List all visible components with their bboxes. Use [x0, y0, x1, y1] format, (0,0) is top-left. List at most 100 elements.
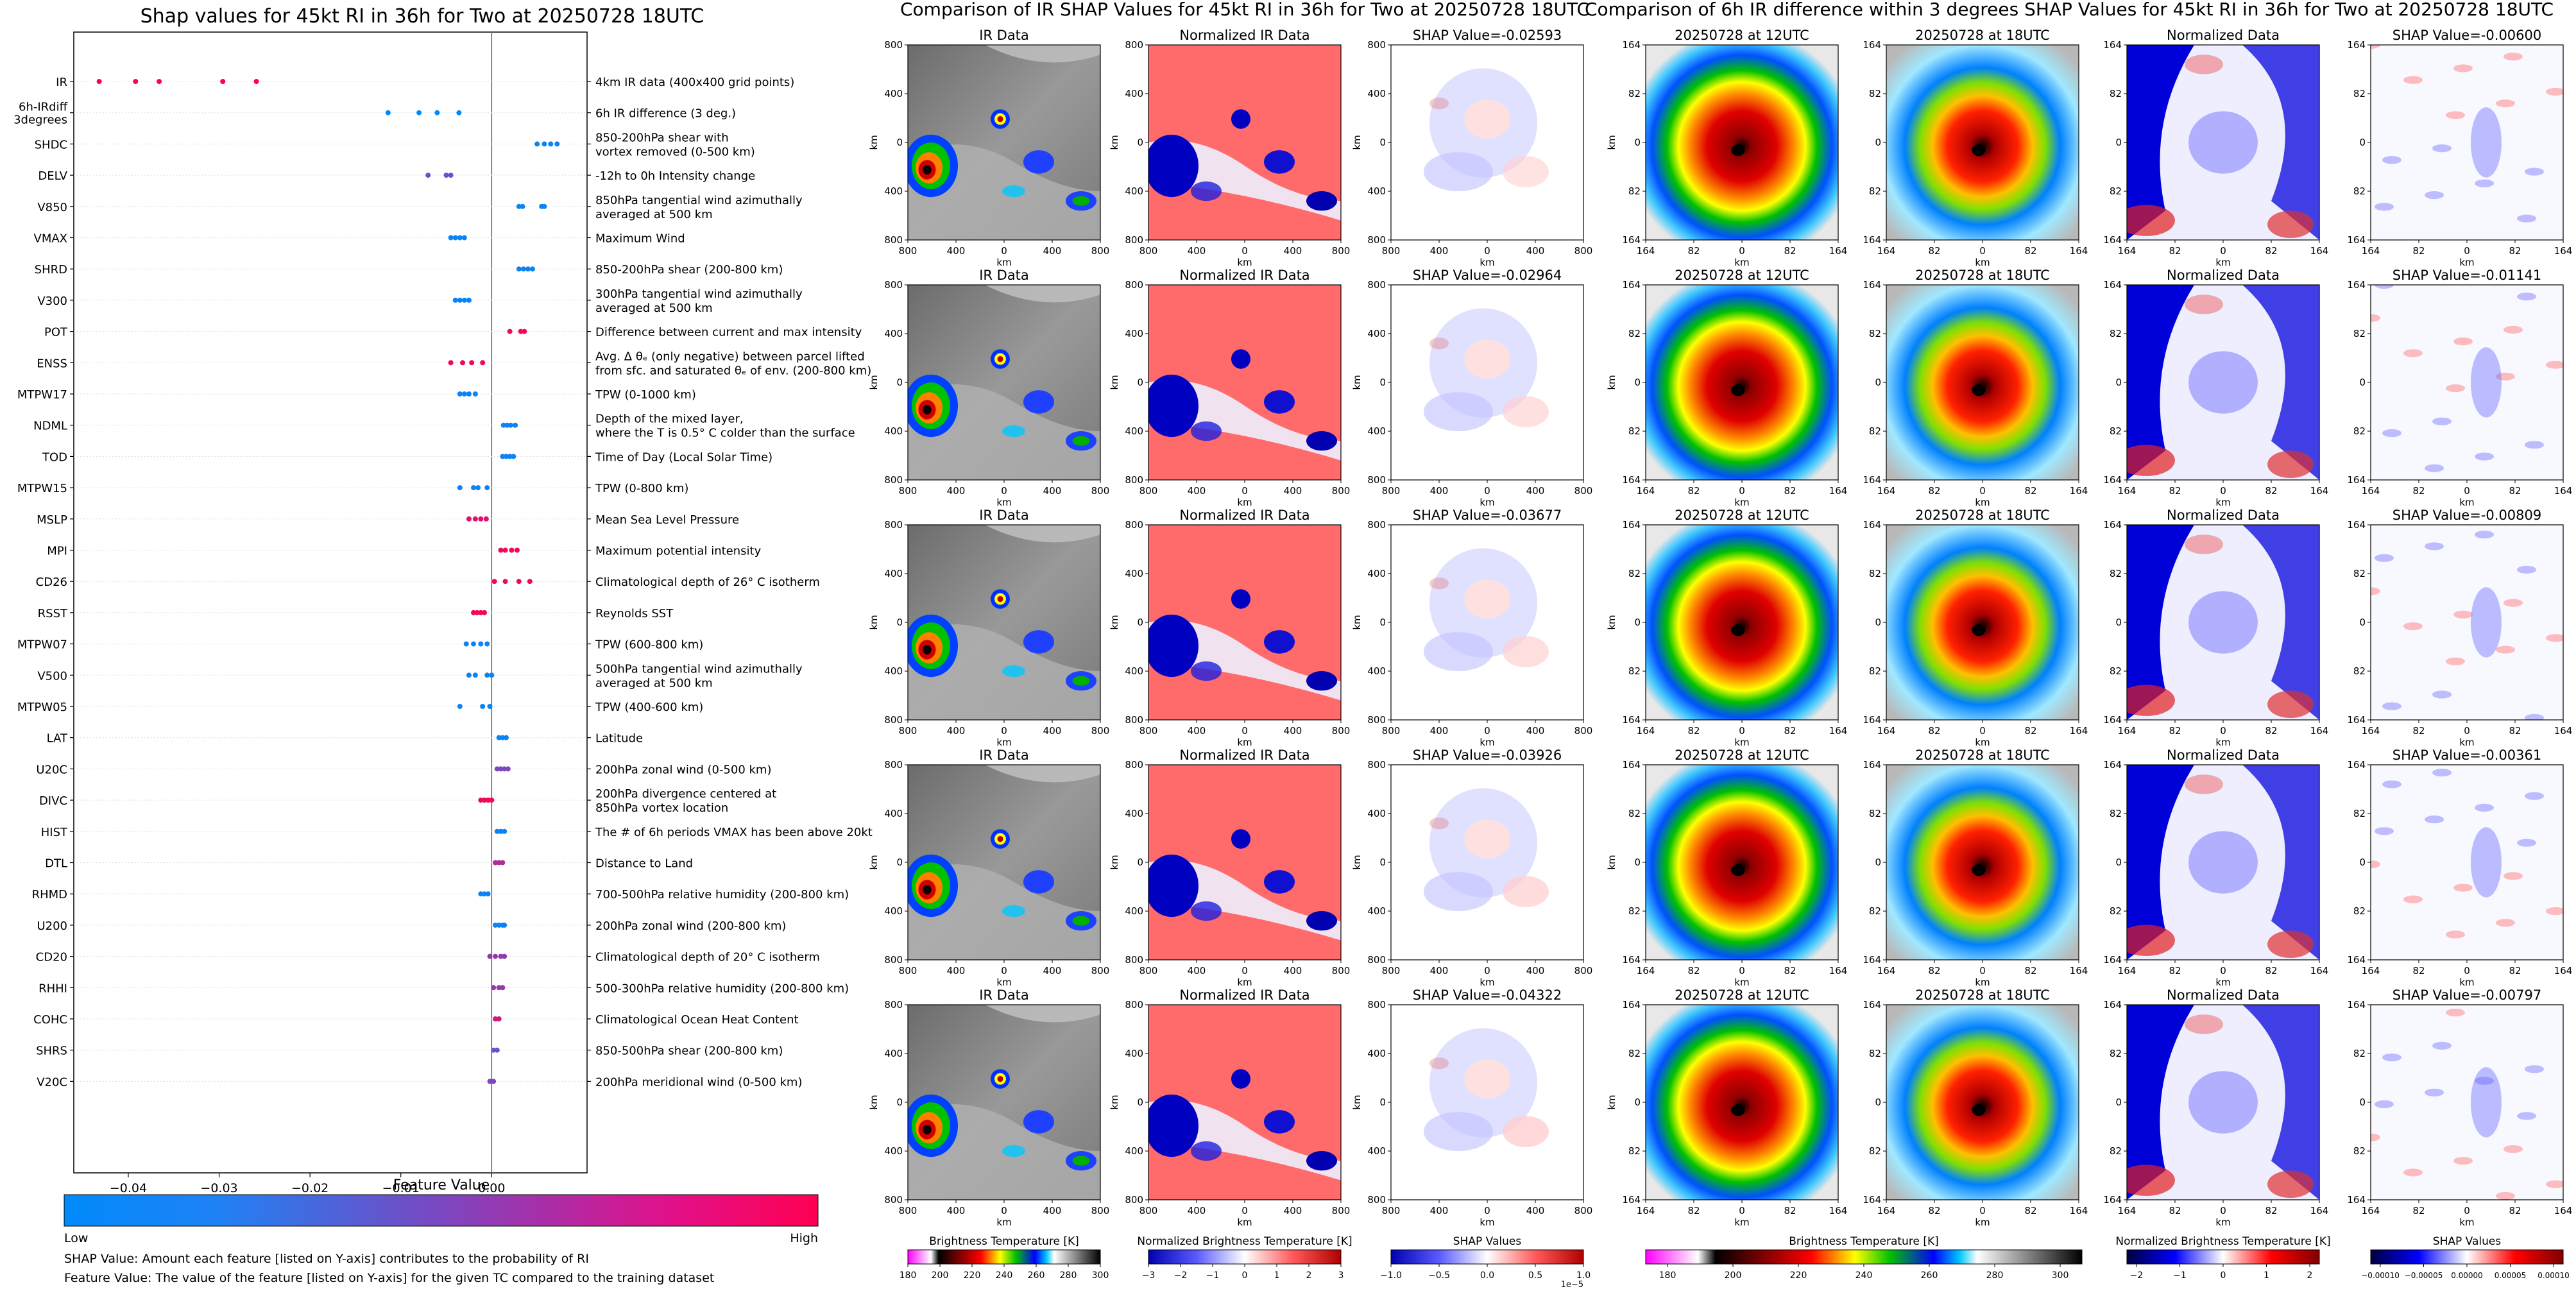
panel-y-tick-label: 82 — [2110, 1048, 2122, 1059]
ir-colorbar-tick-label: 180 — [900, 1270, 917, 1281]
feature-description-label: TPW (400-600 km) — [595, 701, 703, 714]
panel-y-tick-label: 0 — [1137, 857, 1143, 868]
panel-image — [2371, 525, 2563, 720]
panel-y-tick-label: 800 — [1125, 279, 1143, 291]
panel-x-tick-label: 82 — [2169, 725, 2181, 737]
panel-x-tick-label: 82 — [2265, 245, 2277, 257]
shap-point — [511, 454, 516, 459]
panel-title: IR Data — [979, 987, 1029, 1003]
shap-point — [452, 235, 458, 241]
shap-point — [482, 891, 487, 897]
colorbar-title: Feature Value — [393, 1177, 490, 1193]
panel-title: SHAP Value=-0.03926 — [1413, 747, 1562, 763]
panel-y-tick-label: 82 — [2353, 185, 2366, 197]
panel-x-tick-label: 800 — [1091, 725, 1110, 737]
panel-y-tick-label: 164 — [1863, 759, 1881, 771]
feature-code-label: CD26 — [36, 576, 67, 589]
feature-code-label: MSLP — [37, 513, 67, 527]
panel-x-tick-label: 164 — [2362, 725, 2380, 737]
panel-x-tick-label: 800 — [1091, 965, 1110, 977]
panel-y-tick-label: 800 — [1367, 1194, 1386, 1206]
panel-y-axis-label: km — [1109, 855, 1120, 869]
panel-y-tick-label: 164 — [2347, 519, 2366, 531]
panel-x-tick-label: 400 — [947, 965, 966, 977]
panel-x-tick-label: 0 — [1484, 725, 1490, 737]
panel-x-tick-label: 82 — [1928, 1205, 1940, 1216]
panel-x-tick-label: 164 — [1637, 725, 1655, 737]
panel-y-tick-label: 82 — [2110, 185, 2122, 197]
feature-code-label: IR — [56, 76, 67, 89]
panel-image — [2127, 525, 2319, 720]
panel-x-axis-label: km — [1975, 737, 1990, 748]
shap-point — [466, 391, 472, 397]
panel-title: 20250728 at 12UTC — [1675, 747, 1809, 763]
panel-x-tick-label: 82 — [2024, 1205, 2036, 1216]
panel-x-tick-label: 0 — [1979, 485, 1986, 497]
shap-point — [520, 203, 525, 209]
shap-point — [500, 454, 506, 459]
panel-y-tick-label: 164 — [2103, 234, 2122, 246]
panel-y-tick-label: 400 — [1367, 425, 1386, 437]
panel-x-tick-label: 800 — [1139, 485, 1158, 497]
panel-x-tick-label: 164 — [1829, 725, 1848, 737]
diff-colorbar-tick-label: 0.00010 — [2538, 1271, 2570, 1280]
shap-point — [484, 672, 490, 678]
panel-y-tick-label: 164 — [2347, 279, 2366, 291]
panel-y-tick-label: 82 — [1869, 88, 1881, 99]
panel-x-axis-label: km — [2459, 1216, 2474, 1228]
feature-code-label: MTPW05 — [17, 701, 67, 714]
panel-image — [1646, 765, 1838, 960]
panel-y-tick-label: 82 — [2353, 808, 2366, 819]
diff-colorbar-tick-label: −0.00005 — [2405, 1271, 2443, 1280]
panel-y-tick-label: 400 — [1367, 665, 1386, 677]
panel-y-tick-label: 82 — [2110, 328, 2122, 339]
feature-code-label: U20C — [36, 763, 67, 776]
panel-y-tick-label: 0 — [896, 857, 903, 868]
panel-title: SHAP Value=-0.01141 — [2393, 268, 2542, 283]
shap-point — [472, 391, 478, 397]
panel-title: SHAP Value=-0.00809 — [2393, 508, 2542, 523]
panel-y-axis-label: km — [1109, 1095, 1120, 1109]
panel-x-tick-label: 82 — [1784, 965, 1796, 977]
shap-point — [416, 110, 422, 115]
shap-point — [508, 422, 514, 428]
shap-point — [485, 798, 491, 803]
panel-x-tick-label: 400 — [1430, 1205, 1449, 1216]
panel-y-tick-label: 0 — [1379, 377, 1386, 388]
panel-x-tick-label: 82 — [1928, 245, 1940, 257]
feature-code-label: ENSS — [37, 357, 67, 370]
panel-y-axis-label: km — [868, 375, 880, 389]
panel-x-tick-label: 800 — [1332, 725, 1351, 737]
shap-point — [482, 610, 487, 615]
panel-image — [1148, 285, 1341, 480]
feature-code-label: RHHI — [38, 982, 67, 995]
panel-x-tick-label: 0 — [1484, 1205, 1490, 1216]
shap-point — [425, 173, 431, 178]
panel-x-tick-label: 164 — [2310, 245, 2329, 257]
shap-point — [502, 953, 508, 959]
x-tick-label: −0.01 — [382, 1181, 420, 1195]
panel-x-tick-label: 400 — [947, 725, 966, 737]
panel-x-tick-label: 0 — [2220, 1205, 2226, 1216]
feature-description-label: Difference between current and max inten… — [595, 326, 862, 339]
panel-x-tick-label: 164 — [2362, 965, 2380, 977]
panel-y-tick-label: 164 — [2103, 714, 2122, 726]
panel-title: 20250728 at 12UTC — [1675, 268, 1809, 283]
panel-x-tick-label: 164 — [1829, 1205, 1848, 1216]
shap-point — [461, 391, 467, 397]
panel-image — [1391, 285, 1583, 480]
panel-title: IR Data — [979, 747, 1029, 763]
panel-y-tick-label: 800 — [884, 1194, 903, 1206]
diff-colorbar-tick-label: 1 — [2264, 1270, 2269, 1281]
diff-colorbar-title: SHAP Values — [2433, 1235, 2502, 1248]
shap-point — [483, 516, 489, 522]
panel-x-axis-label: km — [1237, 497, 1252, 508]
shap-point — [505, 766, 511, 772]
panel-y-tick-label: 800 — [884, 279, 903, 291]
panel-image — [1148, 1005, 1341, 1200]
feature-code-label: NDML — [33, 420, 67, 433]
panel-y-tick-label: 0 — [2115, 377, 2122, 388]
panel-x-tick-label: 400 — [1284, 1205, 1302, 1216]
panel-x-axis-label: km — [2459, 257, 2474, 268]
panel-x-tick-label: 164 — [2554, 1205, 2573, 1216]
